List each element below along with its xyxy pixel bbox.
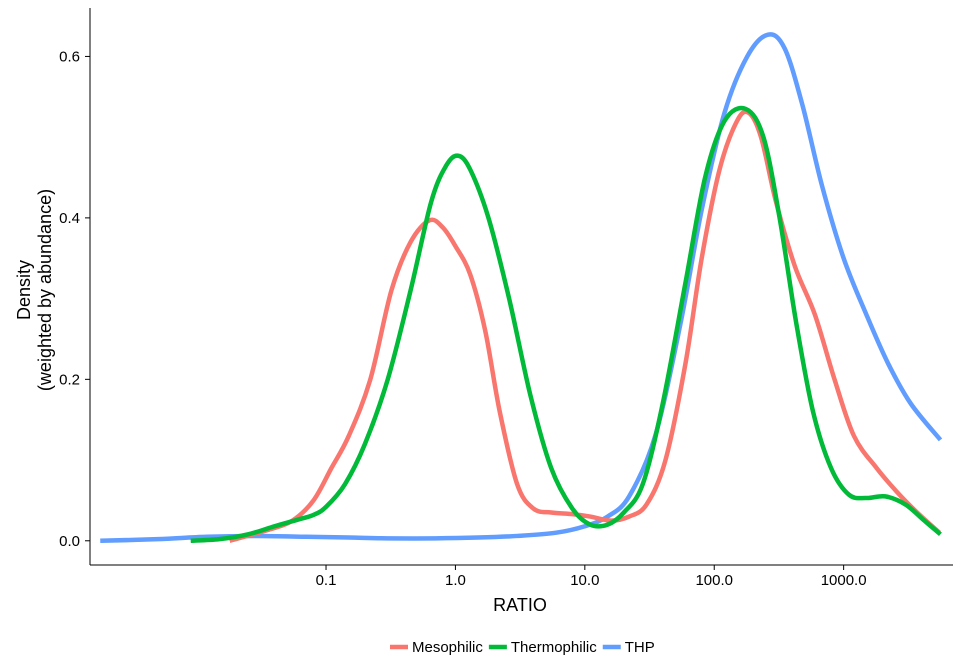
y-axis-title-line2: (weighted by abundance)	[35, 189, 55, 391]
series-line-thp	[100, 32, 943, 544]
legend: Mesophilic Thermophilic THP	[390, 639, 655, 656]
series-lines	[100, 32, 943, 544]
x-tick-label: 1000.0	[821, 572, 867, 589]
y-tick-label: 0.6	[59, 48, 80, 65]
x-tick-label: 100.0	[695, 572, 733, 589]
x-axis-ticks: 0.1 1.0 10.0 100.0 1000.0	[316, 565, 867, 589]
y-axis-ticks: 0.0 0.2 0.4 0.6	[59, 48, 90, 550]
x-axis-title: RATIO	[493, 595, 547, 615]
plot-area	[100, 32, 943, 544]
series-line-thermophilic	[190, 105, 942, 544]
x-tick-label: 0.1	[316, 572, 337, 589]
x-tick-label: 1.0	[445, 572, 466, 589]
y-axis-title: Density (weighted by abundance)	[14, 189, 55, 391]
y-tick-label: 0.2	[59, 371, 80, 388]
legend-label-thermophilic: Thermophilic	[511, 639, 597, 656]
y-tick-label: 0.4	[59, 210, 80, 227]
series-line-mesophilic	[229, 109, 941, 543]
y-axis-title-line1: Density	[14, 260, 34, 320]
legend-label-thp: THP	[625, 639, 655, 656]
y-tick-label: 0.0	[59, 533, 80, 550]
legend-label-mesophilic: Mesophilic	[412, 639, 483, 656]
x-tick-label: 10.0	[570, 572, 599, 589]
